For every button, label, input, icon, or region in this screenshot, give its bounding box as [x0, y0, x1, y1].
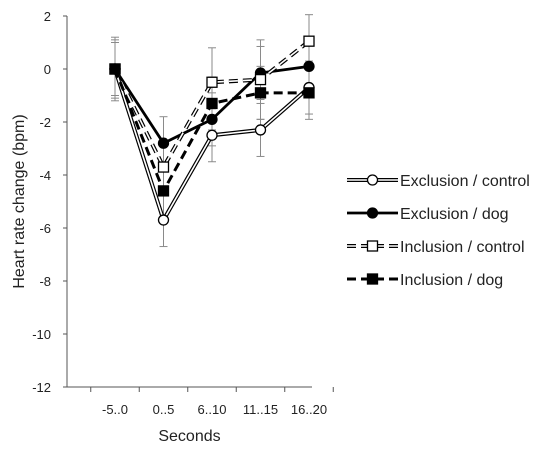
legend-marker [366, 273, 379, 285]
x-tick-label: 6..10 [198, 402, 227, 417]
axes: 2 0 -2 -4 -6 -8 -10 -12 -5..0 0..5 6..10 11..15 16..… [32, 9, 334, 417]
y-tick-label: 2 [44, 9, 51, 24]
data-point-series-1 [206, 129, 218, 141]
y-tick-label: -10 [32, 327, 51, 342]
legend-marker [366, 240, 379, 252]
data-point-series-4 [109, 63, 121, 75]
y-tick-label: -12 [32, 380, 51, 395]
legend-item: Inclusion / dog [347, 272, 503, 289]
data-point-series-3 [303, 35, 315, 47]
x-tick-label: 16..20 [291, 402, 327, 417]
legend-label: Inclusion / control [400, 239, 525, 256]
data-point-series-3 [157, 161, 170, 173]
x-tick-label: 0..5 [153, 402, 175, 417]
x-axis-title: Seconds [158, 428, 220, 445]
data-point-series-4 [206, 97, 218, 110]
y-tick-label: -2 [39, 115, 51, 130]
data-point-series-1 [157, 214, 170, 226]
data-point-series-2 [303, 60, 315, 72]
legend-item: Exclusion / control [347, 173, 530, 190]
data-point-series-3 [254, 73, 267, 86]
data-point-series-1 [254, 124, 267, 136]
y-tick-label: -6 [39, 221, 51, 236]
data-point-series-2 [157, 137, 170, 149]
legend-item: Inclusion / control [347, 239, 525, 256]
data-point-series-4 [303, 87, 315, 99]
series-line-3-inner [114, 40, 310, 169]
data-point-series-3 [206, 76, 218, 88]
data-point-series-4 [254, 87, 267, 99]
y-axis-title: Heart rate change (bpm) [11, 114, 28, 288]
legend-marker [366, 207, 379, 219]
series-markers [109, 35, 315, 226]
legend-label: Exclusion / dog [400, 206, 509, 223]
x-tick-label: 11..15 [243, 402, 278, 417]
y-tick-label: -4 [39, 168, 51, 183]
data-point-series-2 [206, 113, 218, 125]
legend: Exclusion / control Exclusion / dog Inclus… [347, 173, 530, 289]
data-point-series-4 [157, 185, 170, 197]
legend-item: Exclusion / dog [347, 206, 509, 223]
legend-marker [366, 174, 379, 186]
y-tick-label: -8 [39, 274, 51, 289]
legend-label: Exclusion / control [400, 173, 530, 190]
x-tick-label: -5..0 [102, 402, 128, 417]
y-tick-label: 0 [44, 62, 51, 77]
legend-label: Inclusion / dog [400, 272, 503, 289]
